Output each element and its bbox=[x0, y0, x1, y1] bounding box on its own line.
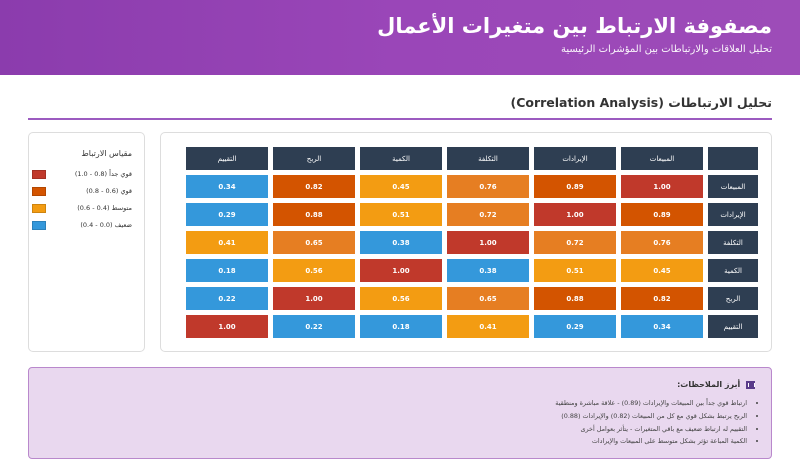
matrix-cell: 0.72 bbox=[447, 203, 529, 226]
matrix-cell: 0.88 bbox=[273, 203, 355, 226]
legend-label: متوسط (0.4 - 0.6) bbox=[77, 204, 132, 212]
notes-title-text: أبرز الملاحظات: bbox=[677, 380, 741, 389]
matrix-cell: 1.00 bbox=[273, 287, 355, 310]
legend-title: مقياس الارتباط bbox=[81, 149, 132, 158]
matrix-row-header: الربح bbox=[708, 287, 758, 310]
matrix-column-header: الكمية bbox=[360, 147, 442, 170]
matrix-cell: 0.29 bbox=[534, 315, 616, 338]
legend-card: مقياس الارتباط قوي جداً (0.8 - 1.0) قوي … bbox=[28, 132, 145, 352]
page-subtitle: تحليل العلاقات والارتباطات بين المؤشرات … bbox=[560, 44, 772, 55]
matrix-cell: 0.38 bbox=[360, 231, 442, 254]
matrix-cell: 0.38 bbox=[447, 259, 529, 282]
matrix-cell: 1.00 bbox=[534, 203, 616, 226]
note-item: الكمية المباعة تؤثر بشكل متوسط على المبي… bbox=[555, 437, 747, 445]
section-divider bbox=[28, 118, 772, 120]
matrix-row-header: التكلفة bbox=[708, 231, 758, 254]
matrix-cell: 0.65 bbox=[447, 287, 529, 310]
matrix-cell: 0.41 bbox=[447, 315, 529, 338]
matrix-row-header: الإيرادات bbox=[708, 203, 758, 226]
matrix-cell: 1.00 bbox=[447, 231, 529, 254]
legend-swatch bbox=[32, 204, 46, 213]
matrix-column-header: الربح bbox=[273, 147, 355, 170]
legend-label: ضعيف (0.0 - 0.4) bbox=[80, 221, 132, 229]
legend-swatch bbox=[32, 221, 46, 230]
matrix-cell: 0.22 bbox=[186, 287, 268, 310]
matrix-cell: 0.51 bbox=[360, 203, 442, 226]
matrix-cell: 0.76 bbox=[621, 231, 703, 254]
page-title: مصفوفة الارتباط بين متغيرات الأعمال bbox=[377, 14, 772, 38]
matrix-cell: 0.56 bbox=[273, 259, 355, 282]
matrix-column-header: التكلفة bbox=[447, 147, 529, 170]
correlation-matrix: المبيعات الإيرادات التكلفة الكمية الربح التقي… bbox=[178, 147, 758, 341]
legend-label: قوي (0.6 - 0.8) bbox=[86, 187, 132, 195]
matrix-cell: 0.82 bbox=[273, 175, 355, 198]
matrix-cell: 0.18 bbox=[186, 259, 268, 282]
notes-list: ارتباط قوي جداً بين المبيعات والإيرادات … bbox=[555, 399, 747, 450]
matrix-cell: 0.22 bbox=[273, 315, 355, 338]
matrix-row-header: التقييم bbox=[708, 315, 758, 338]
legend-label: قوي جداً (0.8 - 1.0) bbox=[74, 170, 132, 178]
section-title: تحليل الارتباطات (Correlation Analysis) bbox=[510, 95, 772, 110]
matrix-cell: 0.89 bbox=[621, 203, 703, 226]
matrix-cell: 0.18 bbox=[360, 315, 442, 338]
matrix-column-header: المبيعات bbox=[621, 147, 703, 170]
legend-item-medium: متوسط (0.4 - 0.6) bbox=[32, 204, 132, 216]
matrix-column-header: الإيرادات bbox=[534, 147, 616, 170]
main-content: تحليل الارتباطات (Correlation Analysis) … bbox=[0, 75, 800, 460]
matrix-column-header: التقييم bbox=[186, 147, 268, 170]
matrix-cell: 0.34 bbox=[621, 315, 703, 338]
legend-item-very-strong: قوي جداً (0.8 - 1.0) bbox=[32, 170, 132, 182]
notes-panel: أبرز الملاحظات: ارتباط قوي جداً بين المب… bbox=[28, 367, 772, 459]
matrix-cell: 0.45 bbox=[360, 175, 442, 198]
matrix-cell: 0.56 bbox=[360, 287, 442, 310]
matrix-row-header: المبيعات bbox=[708, 175, 758, 198]
legend-item-strong: قوي (0.6 - 0.8) bbox=[32, 187, 132, 199]
matrix-cell: 0.82 bbox=[621, 287, 703, 310]
notes-title: أبرز الملاحظات: bbox=[677, 380, 755, 389]
matrix-cell: 0.76 bbox=[447, 175, 529, 198]
matrix-cell: 0.51 bbox=[534, 259, 616, 282]
matrix-cell: 0.89 bbox=[534, 175, 616, 198]
matrix-cell: 1.00 bbox=[360, 259, 442, 282]
matrix-cell: 0.34 bbox=[186, 175, 268, 198]
matrix-cell: 0.65 bbox=[273, 231, 355, 254]
matrix-cell: 0.88 bbox=[534, 287, 616, 310]
matrix-cell: 1.00 bbox=[186, 315, 268, 338]
correlation-matrix-card: المبيعات الإيرادات التكلفة الكمية الربح التقي… bbox=[160, 132, 772, 352]
note-item: ارتباط قوي جداً بين المبيعات والإيرادات … bbox=[555, 399, 747, 407]
legend-swatch bbox=[32, 170, 46, 179]
chart-icon bbox=[746, 380, 755, 389]
matrix-cell: 0.72 bbox=[534, 231, 616, 254]
page-header: مصفوفة الارتباط بين متغيرات الأعمال تحلي… bbox=[0, 0, 800, 75]
matrix-cell: 1.00 bbox=[621, 175, 703, 198]
matrix-cell: 0.45 bbox=[621, 259, 703, 282]
matrix-row-header: الكمية bbox=[708, 259, 758, 282]
note-item: التقييم له ارتباط ضعيف مع باقي المتغيرات… bbox=[555, 425, 748, 433]
matrix-cell: 0.29 bbox=[186, 203, 268, 226]
legend-item-weak: ضعيف (0.0 - 0.4) bbox=[32, 221, 132, 233]
matrix-cell: 0.41 bbox=[186, 231, 268, 254]
matrix-corner-header bbox=[708, 147, 758, 170]
note-item: الربح يرتبط بشكل قوي مع كل من المبيعات (… bbox=[555, 412, 747, 420]
legend-swatch bbox=[32, 187, 46, 196]
